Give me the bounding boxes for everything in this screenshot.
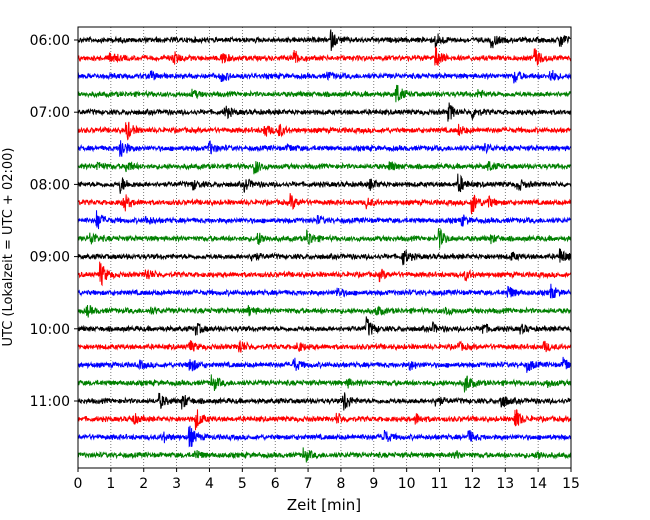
x-tick-label-11: 11 [431,476,449,492]
x-tick-label-0: 0 [74,476,83,492]
trace-row-4 [77,102,572,122]
x-axis-label: Zeit [min] [287,496,361,514]
trace-row-6 [77,140,571,157]
plot-frame [77,26,572,469]
x-tick-label-10: 10 [398,476,416,492]
trace-row-9 [77,193,572,215]
x-tick-label-5: 5 [238,476,247,492]
trace-row-13 [77,261,572,287]
y-tick-label-06:00: 06:00 [30,33,70,49]
x-tick-label-2: 2 [139,476,148,492]
trace-row-14 [77,283,572,299]
y-tick-label-08:00: 08:00 [30,177,70,193]
y-tick-label-09:00: 09:00 [30,250,70,266]
trace-row-11 [77,227,572,249]
trace-row-16 [77,316,572,336]
trace-row-15 [77,304,571,318]
trace-row-19 [77,374,572,393]
trace-row-2 [77,69,572,84]
x-tick-label-12: 12 [463,476,481,492]
x-tick-label-6: 6 [271,476,280,492]
trace-row-20 [77,392,572,411]
x-tick-label-13: 13 [496,476,514,492]
trace-row-8 [77,173,572,194]
trace-row-1 [77,46,572,66]
trace-row-23 [77,447,572,463]
x-tick-label-4: 4 [205,476,214,492]
x-tick-label-15: 15 [562,476,580,492]
trace-row-22 [77,425,572,448]
x-tick-label-8: 8 [336,476,345,492]
y-axis: 06:00 07:00 08:00 09:00 10:00 11:00 [30,33,78,410]
trace-row-0 [77,29,571,51]
seismic-traces [77,29,572,463]
y-tick-label-11:00: 11:00 [30,394,70,410]
y-axis-label: UTC (Lokalzeit = UTC + 02:00) [1,148,16,347]
trace-row-21 [77,409,572,431]
x-tick-label-1: 1 [106,476,115,492]
x-tick-label-9: 9 [369,476,378,492]
trace-row-18 [77,356,572,373]
x-tick-label-7: 7 [304,476,313,492]
x-tick-label-14: 14 [529,476,547,492]
y-tick-label-10:00: 10:00 [30,322,70,338]
x-axis: 0 1 2 3 4 5 6 7 8 9 10 11 12 13 14 15 [74,468,580,492]
x-tick-label-3: 3 [172,476,181,492]
trace-row-10 [77,210,572,230]
trace-row-17 [77,340,571,353]
y-tick-label-07:00: 07:00 [30,105,70,121]
trace-row-3 [77,84,572,103]
trace-row-7 [77,161,571,175]
trace-row-12 [77,248,572,266]
trace-row-5 [77,121,571,141]
